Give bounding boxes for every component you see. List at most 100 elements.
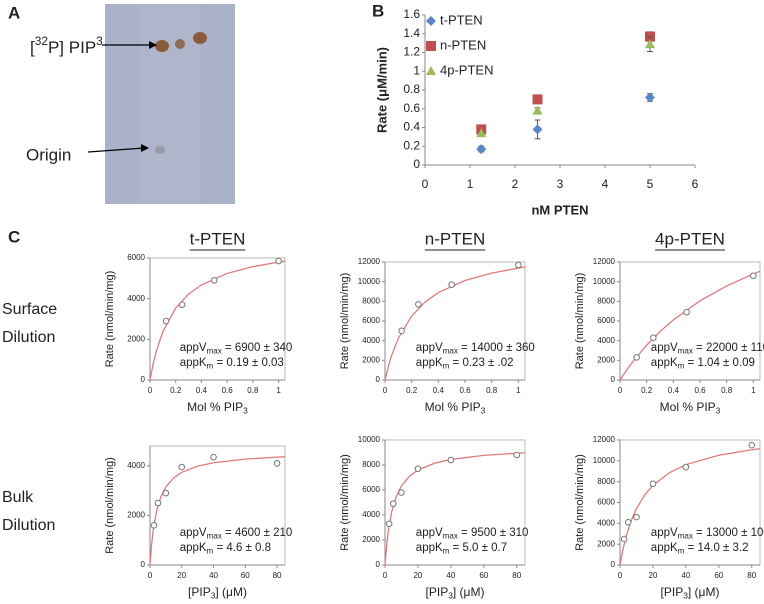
point bbox=[683, 308, 690, 316]
label-part: 3 bbox=[243, 406, 248, 416]
fit-curve bbox=[384, 266, 526, 381]
panel-label: C bbox=[8, 227, 20, 246]
label-part: appK bbox=[416, 542, 443, 554]
label: appVmax = 9500 ± 310 bbox=[416, 527, 529, 541]
arrow-head bbox=[149, 41, 157, 49]
label-part: appV bbox=[651, 527, 678, 539]
column-title: 4p-PTEN bbox=[655, 229, 725, 248]
x-tick-label: 1 bbox=[467, 177, 474, 191]
label-part: Mol % PIP bbox=[425, 400, 481, 414]
label-part: 3 bbox=[96, 34, 103, 48]
x-tick-label: 4 bbox=[602, 177, 609, 191]
x-tick-label: 80 bbox=[512, 571, 521, 580]
y-tick-label: 4000 bbox=[362, 336, 380, 345]
y-tick-label: 0.6 bbox=[403, 101, 420, 115]
y-axis-label: Rate (nmol/min/mg) bbox=[339, 454, 351, 551]
point bbox=[476, 128, 487, 138]
origin-spot bbox=[155, 146, 165, 154]
label: [PIP3] (μM) bbox=[188, 585, 247, 601]
panel-label: A bbox=[8, 3, 20, 22]
y-tick-label: 2000 bbox=[597, 539, 615, 548]
label-part: ] (μM) bbox=[453, 585, 485, 599]
x-tick-label: 80 bbox=[273, 571, 282, 580]
y-tick-label: 6000 bbox=[597, 316, 615, 325]
legend-label: t-PTEN bbox=[440, 12, 483, 27]
x-tick-label: 0 bbox=[383, 386, 388, 395]
label-part: appK bbox=[651, 542, 678, 554]
fit-curve bbox=[619, 448, 761, 566]
label-part: appK bbox=[651, 357, 678, 369]
x-tick-label: 1 bbox=[751, 386, 756, 395]
point bbox=[620, 535, 628, 543]
column-title: t-PTEN bbox=[190, 229, 246, 248]
point bbox=[682, 463, 690, 471]
label: appKm = 1.04 ± 0.09 bbox=[651, 357, 755, 371]
label: [PIP3] (μM) bbox=[661, 585, 720, 601]
y-axis-label: Rate (nmol/min/mg) bbox=[574, 273, 586, 370]
y-tick-label: 8000 bbox=[362, 460, 380, 469]
label-part: appK bbox=[180, 357, 207, 369]
y-tick-label: 10000 bbox=[358, 435, 381, 444]
label-part: m bbox=[678, 547, 685, 556]
x-tick-label: 0.4 bbox=[196, 386, 208, 395]
x-tick-label: 40 bbox=[446, 571, 455, 580]
x-tick-label: 1 bbox=[516, 386, 521, 395]
label: appVmax = 6900 ± 340 bbox=[180, 342, 293, 356]
label-part: appK bbox=[416, 357, 443, 369]
label: Mol % PIP3 bbox=[660, 400, 721, 416]
y-tick-label: 12000 bbox=[593, 257, 616, 266]
y-tick-label: 2000 bbox=[127, 511, 145, 520]
x-tick-label: 0.6 bbox=[222, 386, 234, 395]
x-tick-label: 0.6 bbox=[694, 386, 706, 395]
x-tick-label: 0.8 bbox=[486, 386, 498, 395]
y-tick-label: 4000 bbox=[127, 294, 145, 303]
point bbox=[447, 456, 455, 464]
x-tick-label: 6 bbox=[692, 177, 699, 191]
label-part: m bbox=[443, 362, 450, 371]
x-tick-label: 0.2 bbox=[641, 386, 653, 395]
label: appKm = 0.23 ± .02 bbox=[416, 357, 514, 371]
band bbox=[193, 32, 207, 44]
label-part: max bbox=[443, 347, 458, 356]
band bbox=[155, 40, 169, 52]
row-label: Surface bbox=[2, 301, 57, 318]
fit-curve bbox=[149, 260, 286, 381]
x-tick-label: 3 bbox=[557, 177, 564, 191]
label-part: max bbox=[207, 347, 222, 356]
x-tick-label: 60 bbox=[479, 571, 488, 580]
y-tick-label: 8000 bbox=[597, 296, 615, 305]
x-tick-label: 0.4 bbox=[433, 386, 445, 395]
legend-label: n-PTEN bbox=[440, 37, 486, 52]
point bbox=[633, 354, 640, 361]
y-tick-label: 8000 bbox=[597, 477, 615, 486]
panel-label: B bbox=[372, 1, 384, 20]
y-tick-label: 1.6 bbox=[403, 7, 420, 21]
label: appKm = 14.0 ± 3.2 bbox=[651, 542, 749, 556]
label-part: = 1.04 ± 0.09 bbox=[684, 357, 755, 369]
label-part: appV bbox=[180, 342, 207, 354]
y-tick-label: 1 bbox=[413, 63, 420, 77]
point bbox=[649, 480, 657, 488]
label: appVmax = 13000 ± 1000 bbox=[651, 527, 764, 541]
row-label: Dilution bbox=[2, 517, 55, 534]
x-tick-label: 0 bbox=[148, 386, 153, 395]
point bbox=[515, 261, 522, 269]
point bbox=[150, 522, 158, 529]
y-tick-label: 2000 bbox=[362, 535, 380, 544]
x-tick-label: 0 bbox=[618, 571, 623, 580]
label-part: max bbox=[207, 532, 222, 541]
y-tick-label: 12000 bbox=[593, 435, 616, 444]
y-tick-label: 0.8 bbox=[403, 82, 420, 96]
label-part: max bbox=[678, 532, 693, 541]
point bbox=[178, 301, 186, 309]
label-part: max bbox=[443, 532, 458, 541]
label: appKm = 5.0 ± 0.7 bbox=[416, 542, 507, 556]
label-part: m bbox=[207, 547, 214, 556]
point bbox=[748, 441, 756, 449]
point bbox=[633, 513, 640, 521]
legend-marker bbox=[426, 66, 436, 75]
label-part: = 0.19 ± 0.03 bbox=[213, 357, 284, 369]
point bbox=[650, 334, 657, 342]
y-tick-label: 0 bbox=[611, 375, 616, 384]
